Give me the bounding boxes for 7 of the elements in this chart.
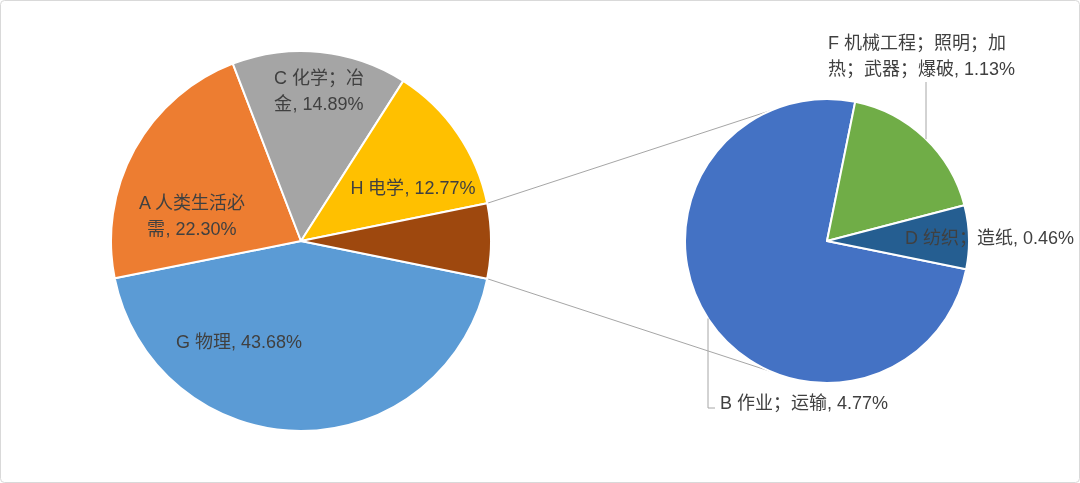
slice-label: A 人类生活必需, 22.30% bbox=[138, 191, 246, 241]
slice-label: D 纺织；造纸, 0.46% bbox=[905, 227, 1076, 250]
slice-label: C 化学；冶金, 14.89% bbox=[273, 66, 365, 116]
slice-label: H 电学, 12.77% bbox=[349, 177, 477, 200]
slice-label: F 机械工程；照明；加热；武器；爆破, 1.13% bbox=[828, 32, 1017, 81]
slice-label: G 物理, 43.68% bbox=[175, 331, 303, 354]
slice-label: B 作业；运输, 4.77% bbox=[720, 392, 890, 415]
